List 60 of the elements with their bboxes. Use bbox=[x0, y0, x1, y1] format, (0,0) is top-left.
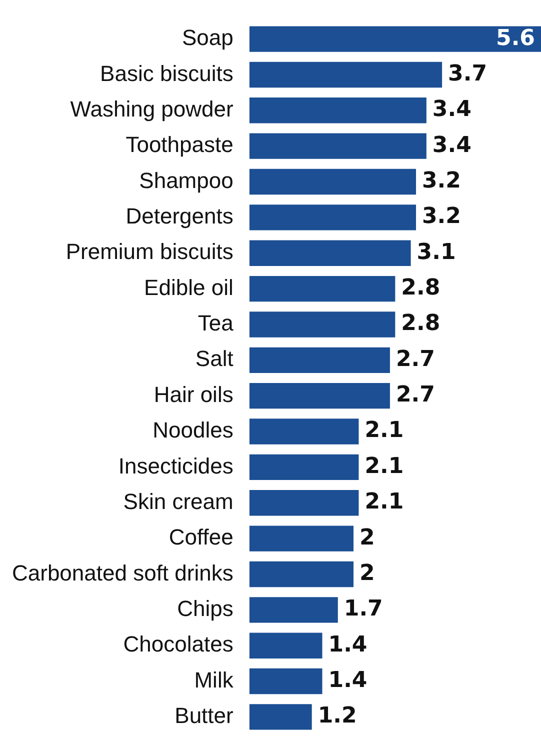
y-tick-label: Premium biscuits bbox=[66, 239, 234, 264]
y-tick-label: Chips bbox=[177, 596, 234, 621]
data-label: 3.4 bbox=[432, 97, 472, 122]
bar bbox=[249, 204, 416, 230]
y-tick-label: Basic biscuits bbox=[100, 60, 234, 86]
bar bbox=[249, 276, 396, 302]
y-tick-label: Carbonated soft drinks bbox=[12, 560, 234, 586]
y-tick-label: Salt bbox=[195, 346, 234, 372]
y-tick-label: Toothpaste bbox=[126, 132, 234, 158]
data-label: 1.2 bbox=[318, 704, 357, 729]
y-tick-label: Detergents bbox=[126, 204, 234, 229]
data-label: 2.1 bbox=[364, 490, 404, 515]
y-tick-label: Chocolates bbox=[123, 632, 234, 657]
bar bbox=[249, 62, 442, 88]
data-label: 2.7 bbox=[396, 346, 435, 372]
data-label: 3.2 bbox=[422, 204, 461, 230]
bar bbox=[249, 668, 322, 694]
y-tick-label: Skin cream bbox=[123, 488, 234, 514]
data-label: 2 bbox=[360, 560, 375, 586]
bar bbox=[249, 133, 426, 159]
y-tick-label: Milk bbox=[194, 667, 234, 692]
y-tick-label: Tea bbox=[198, 310, 234, 336]
bar bbox=[249, 490, 359, 516]
data-label: 2.7 bbox=[396, 382, 435, 408]
bar bbox=[249, 561, 354, 588]
bar bbox=[249, 597, 338, 623]
data-label: 1.4 bbox=[328, 632, 368, 658]
bar bbox=[249, 347, 390, 374]
y-tick-label: Edible oil bbox=[144, 274, 234, 300]
y-tick-label: Soap bbox=[182, 25, 234, 50]
data-label: 5.6 bbox=[496, 26, 535, 51]
data-label: 2.8 bbox=[401, 311, 440, 336]
bar bbox=[249, 168, 416, 195]
bar bbox=[249, 26, 541, 52]
bar bbox=[249, 240, 411, 266]
bar bbox=[249, 632, 322, 658]
data-label: 3.2 bbox=[422, 168, 461, 194]
bar bbox=[249, 418, 359, 444]
bar bbox=[249, 526, 354, 552]
bar bbox=[249, 312, 396, 338]
y-tick-label: Hair oils bbox=[154, 382, 234, 407]
bar bbox=[249, 382, 390, 409]
y-tick-label: Noodles bbox=[152, 418, 234, 443]
bar bbox=[249, 98, 426, 124]
y-tick-label: Butter bbox=[174, 703, 234, 728]
data-label: 3.4 bbox=[432, 132, 472, 158]
bar bbox=[249, 454, 359, 480]
data-label: 3.1 bbox=[416, 240, 456, 265]
data-label: 2.1 bbox=[364, 418, 404, 444]
data-label: 2 bbox=[360, 525, 375, 550]
data-label: 2.1 bbox=[364, 454, 404, 479]
y-tick-label: Coffee bbox=[168, 524, 234, 550]
y-tick-label: Washing powder bbox=[70, 96, 234, 122]
y-tick-label: Insecticides bbox=[118, 453, 234, 478]
data-label: 3.7 bbox=[448, 61, 488, 86]
y-tick-label: Shampoo bbox=[139, 168, 234, 193]
data-label: 1.4 bbox=[328, 668, 368, 693]
data-label: 1.7 bbox=[344, 596, 383, 622]
bar bbox=[249, 704, 312, 730]
data-label: 2.8 bbox=[401, 276, 440, 301]
